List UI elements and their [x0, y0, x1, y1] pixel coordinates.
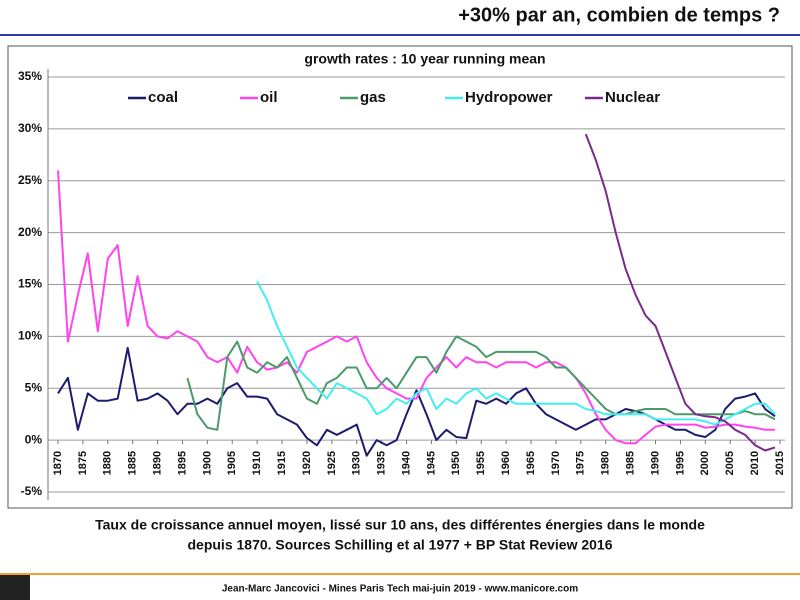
x-tick-label: 1965: [525, 451, 537, 475]
footer: Jean-Marc Jancovici - Mines Paris Tech m…: [222, 584, 578, 595]
x-tick-label: 1935: [376, 451, 388, 475]
x-tick-label: 1990: [649, 451, 661, 475]
y-tick-label: 30%: [18, 121, 42, 135]
x-tick-label: 1905: [226, 451, 238, 475]
x-tick-label: 1880: [102, 451, 114, 475]
x-tick-label: 2000: [699, 451, 711, 475]
y-tick-label: -5%: [21, 484, 43, 498]
y-tick-label: 25%: [18, 173, 42, 187]
series-line: [186, 335, 776, 431]
x-tick-label: 2010: [749, 451, 761, 475]
x-tick-label: 1950: [450, 451, 462, 475]
legend-label: coal: [148, 89, 178, 106]
chart-title: growth rates : 10 year running mean: [304, 51, 545, 67]
y-tick-label: 35%: [18, 69, 42, 83]
x-tick-label: 1945: [425, 451, 437, 475]
caption: Taux de croissance annuel moyen, lissé s…: [95, 517, 705, 533]
x-tick-label: 1930: [351, 451, 363, 475]
y-tick-label: 20%: [18, 225, 42, 239]
series-line: [57, 170, 775, 445]
y-tick-label: 5%: [25, 380, 43, 394]
corner-box: [0, 575, 30, 600]
x-tick-label: 1925: [326, 451, 338, 475]
x-tick-label: 1995: [674, 451, 686, 475]
y-tick-label: 15%: [18, 277, 42, 291]
x-tick-label: 1895: [176, 451, 188, 475]
x-tick-label: 1900: [201, 451, 213, 475]
x-tick-label: 2015: [774, 451, 786, 475]
legend-label: oil: [260, 89, 278, 106]
caption: depuis 1870. Sources Schilling et al 197…: [187, 537, 612, 553]
series-line: [256, 280, 776, 426]
y-tick-label: 10%: [18, 329, 42, 343]
y-tick-label: 0%: [25, 432, 43, 446]
x-tick-label: 2005: [724, 451, 736, 475]
x-tick-label: 1960: [500, 451, 512, 475]
legend-label: gas: [360, 89, 386, 106]
x-tick-label: 1910: [251, 451, 263, 475]
x-tick-label: 1955: [475, 451, 487, 475]
x-tick-label: 1875: [77, 451, 89, 475]
plot: -5% 0% 5% 10% 15% 20% 25% 30% 35% 1870 1875 1880 188…: [18, 69, 786, 500]
chart-frame: [7, 45, 793, 509]
x-tick-label: 1940: [400, 451, 412, 475]
series-line: [584, 133, 776, 452]
x-tick-label: 1870: [52, 451, 64, 475]
legend-label: Hydropower: [465, 89, 553, 106]
slide-title: +30% par an, combien de temps ?: [458, 4, 780, 26]
x-tick-label: 1890: [151, 451, 163, 475]
x-tick-label: 1985: [625, 451, 637, 475]
x-tick-label: 1920: [301, 451, 313, 475]
legend-label: Nuclear: [605, 89, 660, 106]
x-tick-label: 1970: [550, 451, 562, 475]
x-tick-label: 1975: [575, 451, 587, 475]
x-tick-label: 1885: [127, 451, 139, 475]
x-tick-label: 1980: [600, 451, 612, 475]
x-tick-label: 1915: [276, 451, 288, 475]
